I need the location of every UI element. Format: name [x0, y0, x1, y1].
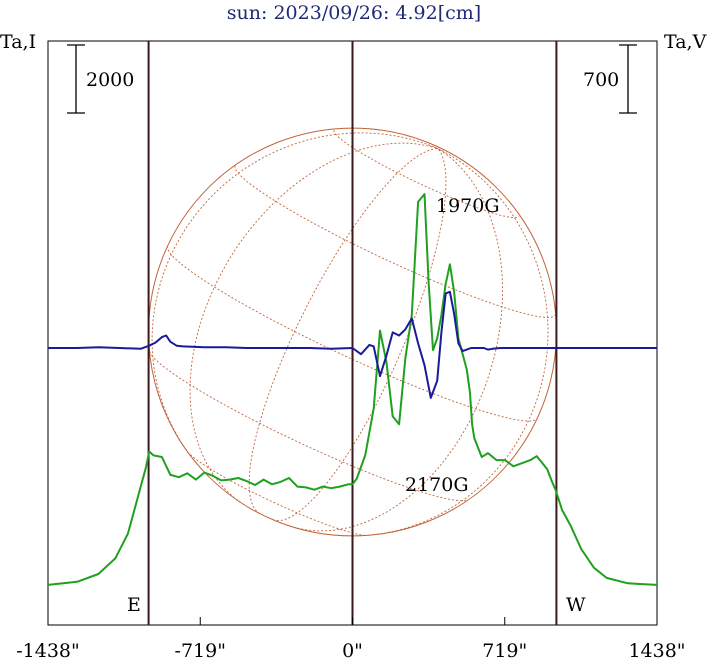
chart-title: sun: 2023/09/26: 4.92[cm] — [226, 2, 482, 24]
text-labels: 2000 700 E W 1970G 2170G — [86, 69, 619, 616]
series-line-V — [48, 290, 657, 399]
x-tick-label: -1438" — [16, 640, 80, 662]
left-axis-label: Ta,I — [0, 31, 37, 53]
longitude-grid-line — [151, 132, 439, 464]
longitude-grid-line — [248, 148, 439, 514]
west-label: W — [566, 594, 586, 616]
longitude-grid-line — [189, 142, 439, 506]
x-tick-label: 719" — [482, 640, 527, 662]
annotation-1970g: 1970G — [436, 195, 500, 217]
x-tick-label: -719" — [175, 640, 226, 662]
scale-bars — [67, 44, 637, 114]
longitude-grid-line — [352, 148, 549, 537]
series-line-I — [47, 193, 658, 586]
x-tick-label: 1438" — [628, 640, 685, 662]
latitude-grid-line — [333, 129, 520, 219]
scale-right-value: 700 — [583, 69, 619, 91]
longitude-grid-line — [272, 148, 447, 522]
latitude-grid-line — [187, 451, 367, 536]
latitude-grid-line — [166, 245, 538, 422]
right-axis-label: Ta,V — [664, 31, 707, 53]
longitude-grid-line — [289, 148, 503, 532]
data-series — [47, 193, 658, 586]
limb-lines — [147, 41, 558, 625]
annotation-2170g: 2170G — [405, 474, 469, 496]
x-axis-ticks: -1438" -719" 0" 719" 1438" — [16, 617, 686, 662]
latitude-grid-line — [234, 165, 556, 318]
solar-disk — [148, 127, 557, 537]
scale-left-value: 2000 — [86, 69, 134, 91]
latitude-grid-line — [149, 351, 469, 502]
east-label: E — [127, 594, 141, 616]
x-tick-label: 0" — [342, 640, 363, 662]
